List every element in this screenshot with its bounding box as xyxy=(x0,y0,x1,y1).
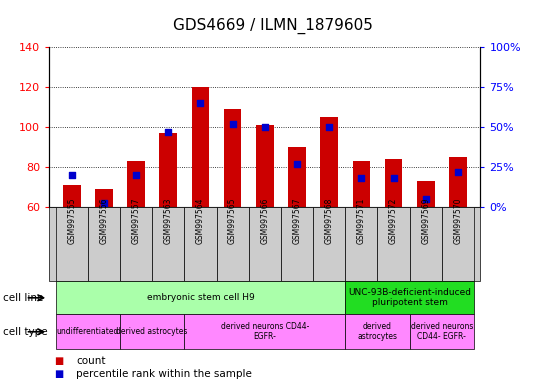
Bar xyxy=(417,181,435,207)
Point xyxy=(228,121,237,127)
Point xyxy=(196,100,205,106)
Text: derived neurons
CD44- EGFR-: derived neurons CD44- EGFR- xyxy=(411,322,473,341)
Point xyxy=(67,172,76,178)
Text: GSM997565: GSM997565 xyxy=(228,197,237,244)
Point xyxy=(454,169,462,175)
Text: GSM997569: GSM997569 xyxy=(422,197,430,244)
Point xyxy=(132,172,140,178)
Bar xyxy=(63,185,80,207)
Text: cell type: cell type xyxy=(3,327,48,337)
Text: GSM997556: GSM997556 xyxy=(99,197,108,244)
Point xyxy=(164,129,173,135)
Text: GSM997570: GSM997570 xyxy=(453,197,462,244)
Text: ■: ■ xyxy=(55,356,64,366)
Bar xyxy=(353,161,370,207)
Point xyxy=(389,175,398,181)
Text: GDS4669 / ILMN_1879605: GDS4669 / ILMN_1879605 xyxy=(173,18,373,34)
Bar xyxy=(256,125,274,207)
Text: GSM997571: GSM997571 xyxy=(357,198,366,244)
Text: GSM997563: GSM997563 xyxy=(164,197,173,244)
Text: derived astrocytes: derived astrocytes xyxy=(116,327,188,336)
Text: GSM997572: GSM997572 xyxy=(389,198,398,244)
Text: GSM997566: GSM997566 xyxy=(260,197,269,244)
Text: GSM997555: GSM997555 xyxy=(67,197,76,244)
Point xyxy=(260,124,269,130)
Text: undifferentiated: undifferentiated xyxy=(57,327,119,336)
Bar xyxy=(288,147,306,207)
Bar xyxy=(385,159,402,207)
Text: count: count xyxy=(76,356,106,366)
Text: derived neurons CD44-
EGFR-: derived neurons CD44- EGFR- xyxy=(221,322,309,341)
Text: UNC-93B-deficient-induced
pluripotent stem: UNC-93B-deficient-induced pluripotent st… xyxy=(348,288,471,308)
Bar xyxy=(321,117,338,207)
Text: GSM997567: GSM997567 xyxy=(293,197,301,244)
Point xyxy=(99,200,108,207)
Point xyxy=(422,195,430,202)
Point xyxy=(357,175,366,181)
Text: GSM997568: GSM997568 xyxy=(325,198,334,244)
Text: cell line: cell line xyxy=(3,293,43,303)
Bar xyxy=(192,87,209,207)
Bar xyxy=(159,133,177,207)
Bar xyxy=(224,109,241,207)
Text: GSM997557: GSM997557 xyxy=(132,197,140,244)
Text: GSM997564: GSM997564 xyxy=(196,197,205,244)
Text: embryonic stem cell H9: embryonic stem cell H9 xyxy=(146,293,254,302)
Point xyxy=(293,161,301,167)
Text: derived
astrocytes: derived astrocytes xyxy=(358,322,397,341)
Bar xyxy=(449,157,467,207)
Bar xyxy=(127,161,145,207)
Bar xyxy=(95,189,112,207)
Text: percentile rank within the sample: percentile rank within the sample xyxy=(76,369,252,379)
Point xyxy=(325,124,334,130)
Text: ■: ■ xyxy=(55,369,64,379)
